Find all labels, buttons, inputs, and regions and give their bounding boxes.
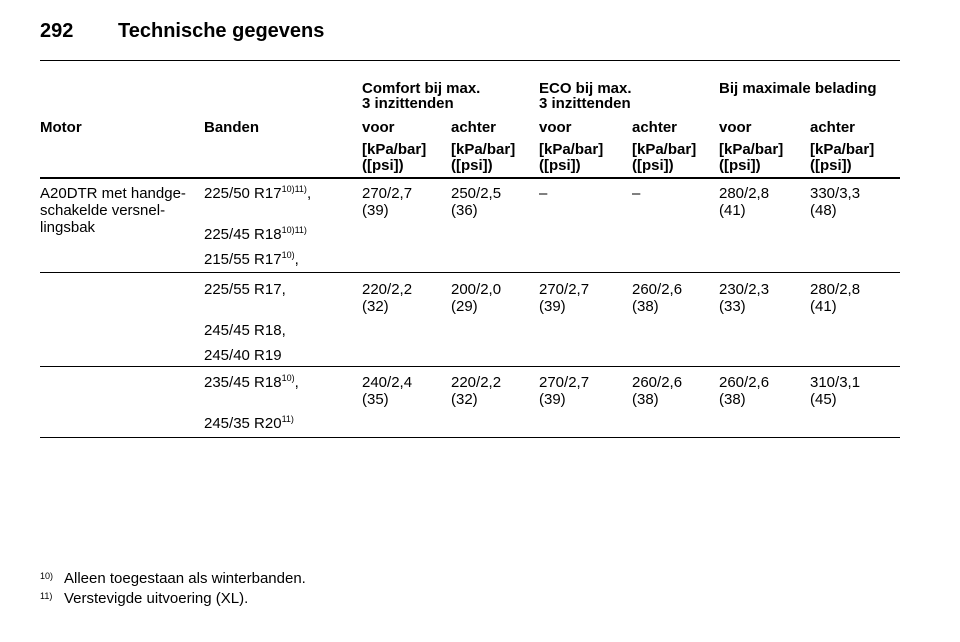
pressure: (35) [362,391,389,408]
unit-header: [kPa/bar] [719,141,784,158]
pressure: 220/2,2 [451,374,502,391]
pressure: 230/2,3 [719,281,770,298]
column-header: Banden [204,119,260,136]
pressure: 280/2,8 [719,185,770,202]
tyre-size: 225/45 R18 [204,226,282,243]
pressure: 260/2,6 [632,281,683,298]
unit-header: [kPa/bar] [451,141,516,158]
pressure: 250/2,5 [451,185,502,202]
rule [40,366,900,367]
unit-header: ([psi]) [810,157,852,174]
unit-header: ([psi]) [451,157,493,174]
unit-header: [kPa/bar] [362,141,427,158]
unit-header: [kPa/bar] [632,141,697,158]
tyre-size: 225/55 R17, [204,281,286,298]
pressure: (41) [719,202,746,219]
unit-header: ([psi]) [632,157,674,174]
footnote-mark: 11) [40,591,53,601]
motor: A20DTR met handge- [40,185,186,202]
pressure: – [632,185,641,202]
pressure: (41) [810,298,837,315]
page-number: 292 [40,20,74,42]
pressure: (39) [539,391,566,408]
column-header: voor [539,119,572,136]
footnote-ref: 10) [281,373,295,383]
tyre-size: 225/50 R17 [204,185,282,202]
pressure: (32) [451,391,478,408]
group-header: Comfort bij max. [362,80,481,97]
unit-header: ([psi]) [719,157,761,174]
motor: lingsbak [40,219,96,236]
rule [40,60,900,61]
tyre-suffix: , [294,374,299,391]
column-header: achter [810,119,856,136]
tyre: 215/55 R1710), [204,250,299,268]
tyre-size: 215/55 R17 [204,251,282,268]
column-header: Motor [40,119,82,136]
tyre-size: 245/35 R20 [204,415,282,432]
pressure: 280/2,8 [810,281,861,298]
group-header: ECO bij max. [539,80,632,97]
page-title: Technische gegevens [118,20,325,42]
unit-header: [kPa/bar] [810,141,875,158]
pressure: 200/2,0 [451,281,502,298]
unit-header: ([psi]) [362,157,404,174]
pressure: (32) [362,298,389,315]
pressure: (39) [362,202,389,219]
tyre: 225/50 R1710)11), [204,184,312,202]
pressure: (36) [451,202,478,219]
pressure: 240/2,4 [362,374,413,391]
pressure: (33) [719,298,746,315]
unit-header: [kPa/bar] [539,141,604,158]
tyre: 245/40 R19 [204,348,282,364]
pressure: 260/2,6 [719,374,770,391]
tyre-size: 235/45 R18 [204,374,282,391]
pressure: 220/2,2 [362,281,413,298]
pressure: 260/2,6 [632,374,683,391]
pressure: 270/2,7 [539,281,590,298]
tyre: 245/35 R2011) [204,414,294,432]
rule [40,272,900,273]
footnote-text: Alleen toegestaan als winterbanden. [64,570,306,587]
pressure: 270/2,7 [362,185,413,202]
tyre: 225/45 R1810)11) [204,225,307,243]
column-header: achter [632,119,678,136]
pressure: (48) [810,202,837,219]
footnote-mark: 10) [40,571,54,581]
pressure: 310/3,1 [810,374,861,391]
column-header: voor [362,119,395,136]
column-header: voor [719,119,752,136]
column-header: achter [451,119,497,136]
group-header: Bij maximale belading [719,80,877,97]
pressure: 270/2,7 [539,374,590,391]
tyre: 235/45 R1810), [204,373,299,391]
rule [40,437,900,438]
tyre-size: 245/40 R19 [204,347,282,364]
pressure: 330/3,3 [810,185,861,202]
tyre-size: 245/45 R18, [204,322,286,339]
pressure: – [539,185,548,202]
motor: schakelde versnel- [40,202,166,219]
pressure: (38) [719,391,746,408]
footnote-ref: 10) [281,250,295,260]
pressure: (29) [451,298,478,315]
tyre-suffix: , [306,185,312,202]
footnote-ref: 10)11) [281,225,307,235]
pressure: (38) [632,391,659,408]
footnote-ref: 11) [281,414,294,424]
rule [40,177,900,179]
footnote-text: Verstevigde uitvoering (XL). [64,590,249,607]
tyre: 225/55 R17, [204,282,286,298]
tyre-suffix: , [294,251,299,268]
pressure: (38) [632,298,659,315]
unit-header: ([psi]) [539,157,581,174]
pressure: (39) [539,298,566,315]
group-header: 3 inzittenden [539,95,631,112]
footnote-ref: 10)11) [281,184,307,194]
group-header: 3 inzittenden [362,95,454,112]
tyre: 245/45 R18, [204,323,286,339]
pressure: (45) [810,391,837,408]
